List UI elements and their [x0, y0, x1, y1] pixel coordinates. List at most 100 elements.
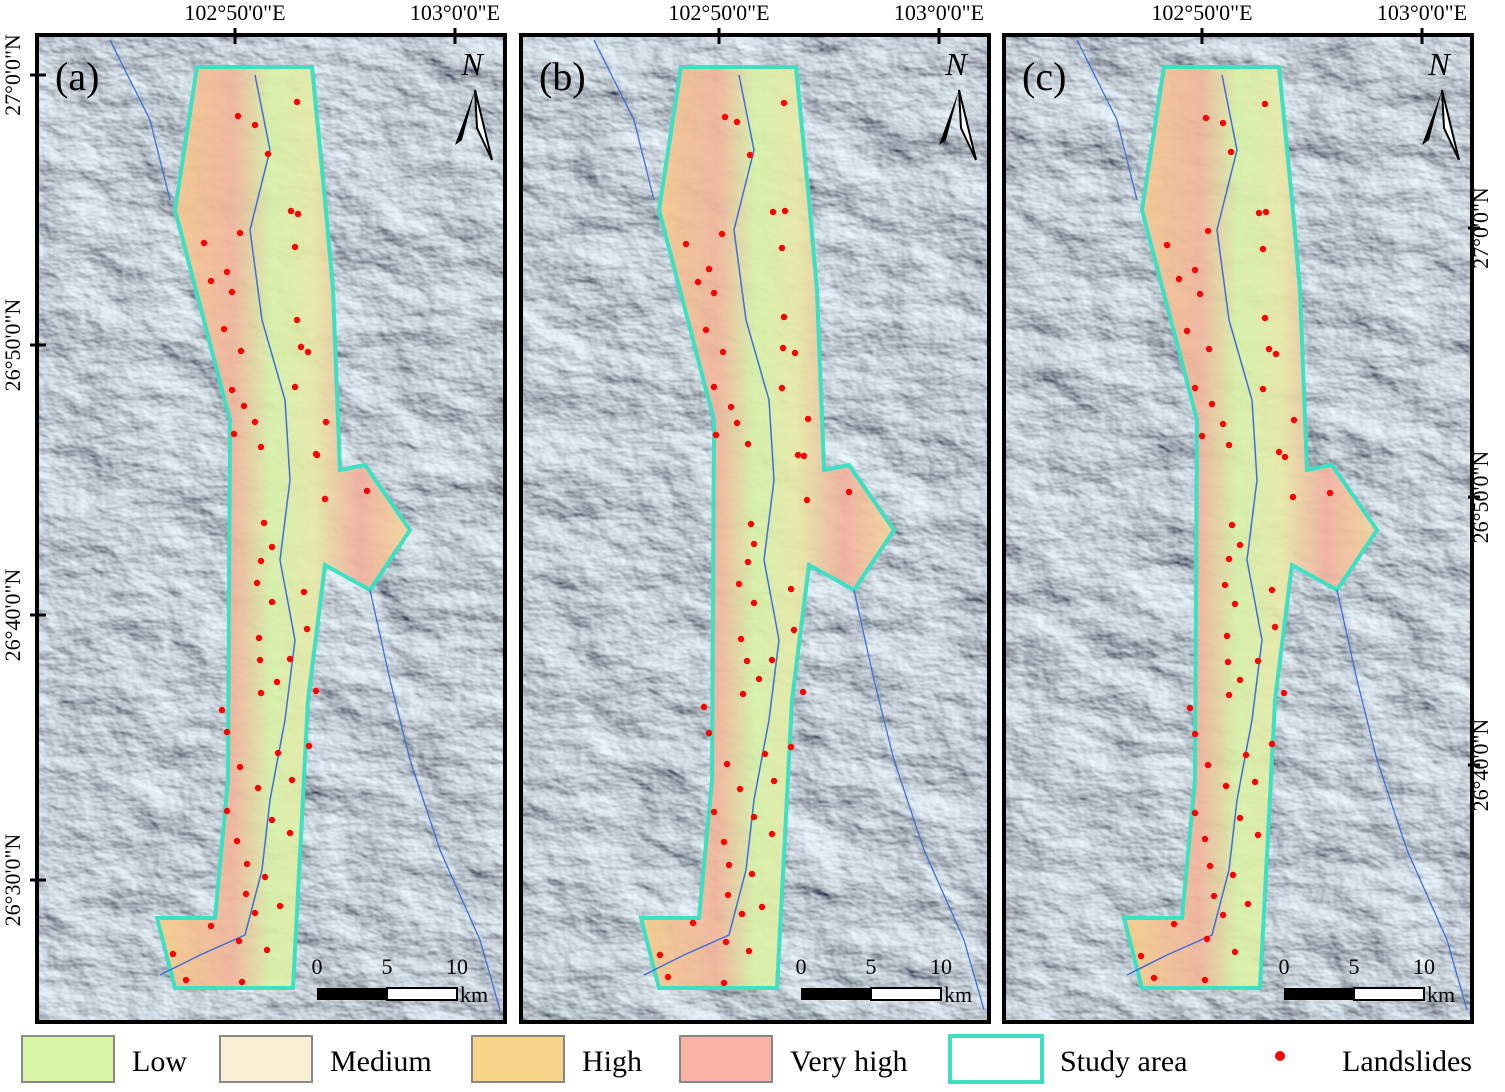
landslide	[254, 784, 262, 792]
landslide	[255, 634, 263, 642]
landslide	[743, 657, 751, 665]
landslide	[720, 979, 728, 987]
landslide	[800, 452, 808, 460]
landslide	[750, 599, 758, 607]
landslide	[1255, 209, 1263, 217]
landslide	[1271, 623, 1279, 631]
panel-frame	[1002, 33, 1474, 1024]
landslide	[1204, 761, 1212, 769]
scale-bar-white	[870, 987, 942, 1001]
landslide	[723, 760, 731, 768]
landslide	[700, 703, 708, 711]
landslide	[200, 239, 208, 247]
landslide	[300, 588, 308, 596]
landslide	[768, 656, 776, 664]
landslide	[761, 750, 769, 758]
landslide	[790, 626, 798, 634]
landslide	[758, 903, 766, 911]
landslide	[230, 430, 238, 438]
landslide	[1251, 778, 1259, 786]
scale-tick-label: 0	[1279, 954, 1290, 979]
map-panel: (a) N 102°50'0"E 103°0'0"E 0 5 10 km	[35, 0, 507, 1024]
scale-tick-label: 5	[1349, 954, 1360, 979]
landslide	[223, 268, 231, 276]
scale-tick-label: 0	[796, 954, 807, 979]
landslide	[1204, 227, 1212, 235]
landslide	[1262, 208, 1270, 216]
landslide	[260, 519, 268, 527]
landslide	[1244, 900, 1252, 908]
landslide	[1205, 345, 1213, 353]
landslide	[747, 520, 755, 528]
landslide	[297, 343, 305, 351]
landslide	[1150, 974, 1158, 982]
landslide	[288, 776, 296, 784]
landslide	[1268, 586, 1276, 594]
landslide	[293, 98, 301, 106]
landslide	[720, 838, 728, 846]
landslide	[1326, 489, 1334, 497]
landslide	[228, 288, 236, 296]
legend-label: Very high	[790, 1045, 907, 1078]
map-body	[521, 35, 989, 1022]
landslide	[1229, 871, 1237, 879]
landslide	[656, 951, 664, 959]
landslide	[787, 585, 795, 593]
landslide	[287, 207, 295, 215]
latitude-label: 26°40'0"N	[0, 569, 25, 662]
landslide	[1231, 948, 1239, 956]
landslide	[291, 243, 299, 251]
latitude-label: 26°50'0"N	[0, 299, 25, 392]
landslide	[739, 690, 747, 698]
landslide	[724, 891, 732, 899]
landslide	[727, 403, 735, 411]
landslide	[778, 384, 786, 392]
scale-bar-white	[1353, 987, 1425, 1001]
north-arrow	[1441, 89, 1460, 161]
north-arrow	[455, 90, 475, 145]
landslide	[733, 118, 741, 126]
north-arrow	[1422, 90, 1442, 145]
landslide	[1227, 148, 1235, 156]
north-label: N	[1427, 46, 1451, 82]
landslide	[1261, 100, 1269, 108]
landslide	[710, 808, 718, 816]
landslide	[770, 777, 778, 785]
scale-tick-label: 10	[446, 954, 468, 979]
landslide	[710, 383, 718, 391]
scale-unit: km	[1427, 982, 1455, 1007]
landslide	[1191, 730, 1199, 738]
landslide	[755, 675, 763, 683]
latitude-label: 27°0'0"N	[0, 34, 25, 116]
legend-label: High	[582, 1045, 642, 1078]
scale-bar-black	[801, 988, 871, 1000]
legend-swatch	[679, 1035, 773, 1083]
landslide	[1236, 676, 1244, 684]
landslide	[251, 121, 259, 129]
landslide	[1201, 835, 1209, 843]
study-area-boundary	[638, 65, 897, 990]
legend-swatch	[21, 1035, 115, 1083]
landslide	[363, 487, 371, 495]
landslide	[257, 689, 265, 697]
legend-swatch	[219, 1035, 313, 1083]
panel-label: (a)	[55, 54, 99, 99]
landslide	[228, 386, 236, 394]
landslide	[268, 598, 276, 606]
landslide	[286, 829, 294, 837]
landslide	[1170, 920, 1178, 928]
landslide	[737, 635, 745, 643]
landslide	[1163, 241, 1171, 249]
river	[1126, 74, 1263, 976]
landslide	[223, 728, 231, 736]
scale-tick-label: 0	[312, 954, 323, 979]
scale-unit: km	[944, 982, 972, 1007]
river	[369, 589, 501, 1011]
landslide	[746, 151, 754, 159]
panel-label: (b)	[539, 54, 586, 99]
landslide	[1186, 704, 1194, 712]
river	[593, 39, 655, 201]
scale-tick-label: 5	[866, 954, 877, 979]
landslide	[293, 316, 301, 324]
